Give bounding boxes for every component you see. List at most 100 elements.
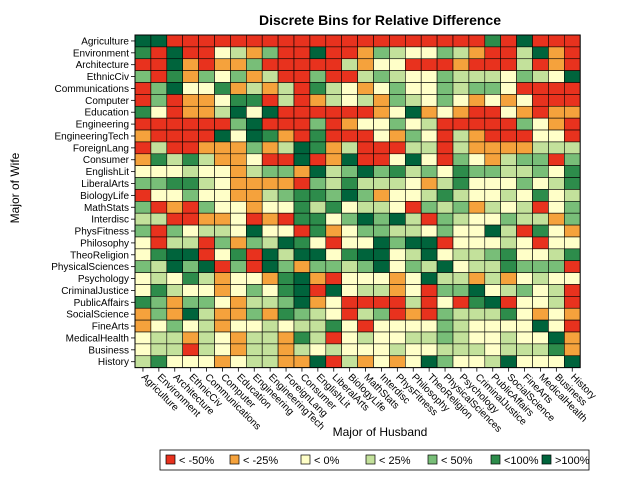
legend-label: < 0% — [314, 455, 340, 467]
heatmap-cell — [134, 34, 152, 48]
heatmap-cell — [341, 260, 358, 273]
x-axis-label: Major of Husband — [333, 425, 428, 439]
heatmap-cell — [357, 201, 374, 214]
heatmap-cell — [230, 58, 247, 71]
heatmap-cell — [516, 307, 533, 321]
heatmap-cell — [246, 153, 263, 166]
heatmap-cell — [246, 58, 263, 71]
heatmap-cell — [516, 153, 533, 166]
heatmap-cell — [134, 260, 152, 273]
heatmap-cell — [468, 165, 486, 178]
heatmap-cell — [420, 201, 438, 214]
heatmap-cell — [198, 355, 215, 368]
heatmap-cell — [389, 296, 406, 309]
heatmap-cell — [166, 82, 184, 95]
heatmap-cell — [373, 189, 390, 202]
heatmap-cell — [214, 355, 231, 368]
heatmap-cell — [166, 236, 184, 250]
heatmap-cell — [261, 236, 279, 250]
heatmap-cell — [389, 46, 406, 60]
heatmap-cell — [134, 319, 152, 333]
heatmap-cell — [166, 70, 184, 83]
heatmap-cell — [563, 201, 581, 214]
heatmap-cell — [373, 296, 390, 309]
heatmap-cell — [182, 343, 199, 357]
heatmap-cell — [134, 272, 152, 285]
heatmap-cell — [277, 331, 295, 345]
heatmap-cell — [341, 153, 358, 166]
heatmap-cell — [230, 260, 247, 273]
heatmap-cell — [516, 248, 533, 262]
heatmap-cell — [532, 141, 549, 155]
heatmap-cell — [293, 82, 311, 95]
legend-swatch — [300, 454, 311, 465]
heatmap-cell — [516, 272, 533, 285]
heatmap-cell — [198, 296, 215, 309]
heatmap-cell — [325, 307, 342, 321]
heatmap-cell — [166, 260, 184, 273]
y-tick-label: SocialScience — [66, 310, 129, 321]
heatmap-cell — [134, 105, 152, 119]
heatmap-cell — [373, 236, 390, 250]
heatmap-cell — [150, 284, 168, 297]
heatmap-cell — [182, 129, 199, 143]
heatmap-cell — [420, 272, 438, 285]
heatmap-cell — [420, 117, 438, 131]
heatmap-cell — [134, 129, 152, 143]
heatmap-cell — [341, 284, 358, 297]
heatmap-cell — [341, 141, 358, 155]
heatmap-cell — [166, 34, 184, 48]
heatmap-cell — [134, 70, 152, 83]
heatmap-cell — [261, 343, 279, 357]
heatmap-cell — [309, 58, 327, 71]
heatmap-cell — [548, 58, 565, 71]
heatmap-cell — [341, 70, 358, 83]
heatmap-cell — [261, 165, 279, 178]
heatmap-cell — [373, 272, 390, 285]
heatmap-cell — [214, 331, 231, 345]
heatmap-cell — [389, 331, 406, 345]
heatmap-cell — [325, 355, 342, 368]
heatmap-cell — [563, 307, 581, 321]
heatmap-cell — [532, 70, 549, 83]
heatmap-cell — [309, 355, 327, 368]
heatmap-cell — [516, 94, 533, 107]
y-tick-label: Business — [88, 345, 129, 356]
y-tick-label: MathStats — [84, 203, 129, 214]
heatmap-cell — [182, 272, 199, 285]
heatmap-cell — [246, 212, 263, 226]
heatmap-cell — [563, 343, 581, 357]
heatmap-cell — [198, 58, 215, 71]
heatmap-cell — [246, 129, 263, 143]
heatmap-cell — [230, 343, 247, 357]
heatmap-cell — [309, 284, 327, 297]
heatmap-cell — [198, 212, 215, 226]
heatmap-cell — [277, 70, 295, 83]
heatmap-cell — [357, 343, 374, 357]
heatmap-cell — [484, 141, 501, 155]
heatmap-cell — [563, 331, 581, 345]
heatmap-cell — [373, 46, 390, 60]
heatmap-cell — [548, 117, 565, 131]
heatmap-cell — [214, 201, 231, 214]
y-tick-label: LiberalArts — [81, 179, 129, 190]
heatmap-cell — [436, 260, 454, 273]
heatmap-cell — [309, 272, 327, 285]
heatmap-cell — [516, 212, 533, 226]
heatmap-cell — [134, 296, 152, 309]
heatmap-cell — [548, 248, 565, 262]
heatmap-cell — [452, 82, 470, 95]
y-tick-label: PublicAffairs — [74, 298, 129, 309]
heatmap-cell — [404, 272, 422, 285]
heatmap-cell — [436, 319, 454, 333]
heatmap-cell — [532, 284, 549, 297]
heatmap-cell — [373, 82, 390, 95]
y-tick-label: Philosophy — [80, 238, 129, 249]
heatmap-cell — [404, 141, 422, 155]
heatmap-cell — [214, 296, 231, 309]
heatmap-cell — [293, 343, 311, 357]
heatmap-cell — [357, 331, 374, 345]
heatmap-cell — [246, 94, 263, 107]
heatmap-cell — [309, 177, 327, 190]
heatmap-cell — [563, 319, 581, 333]
